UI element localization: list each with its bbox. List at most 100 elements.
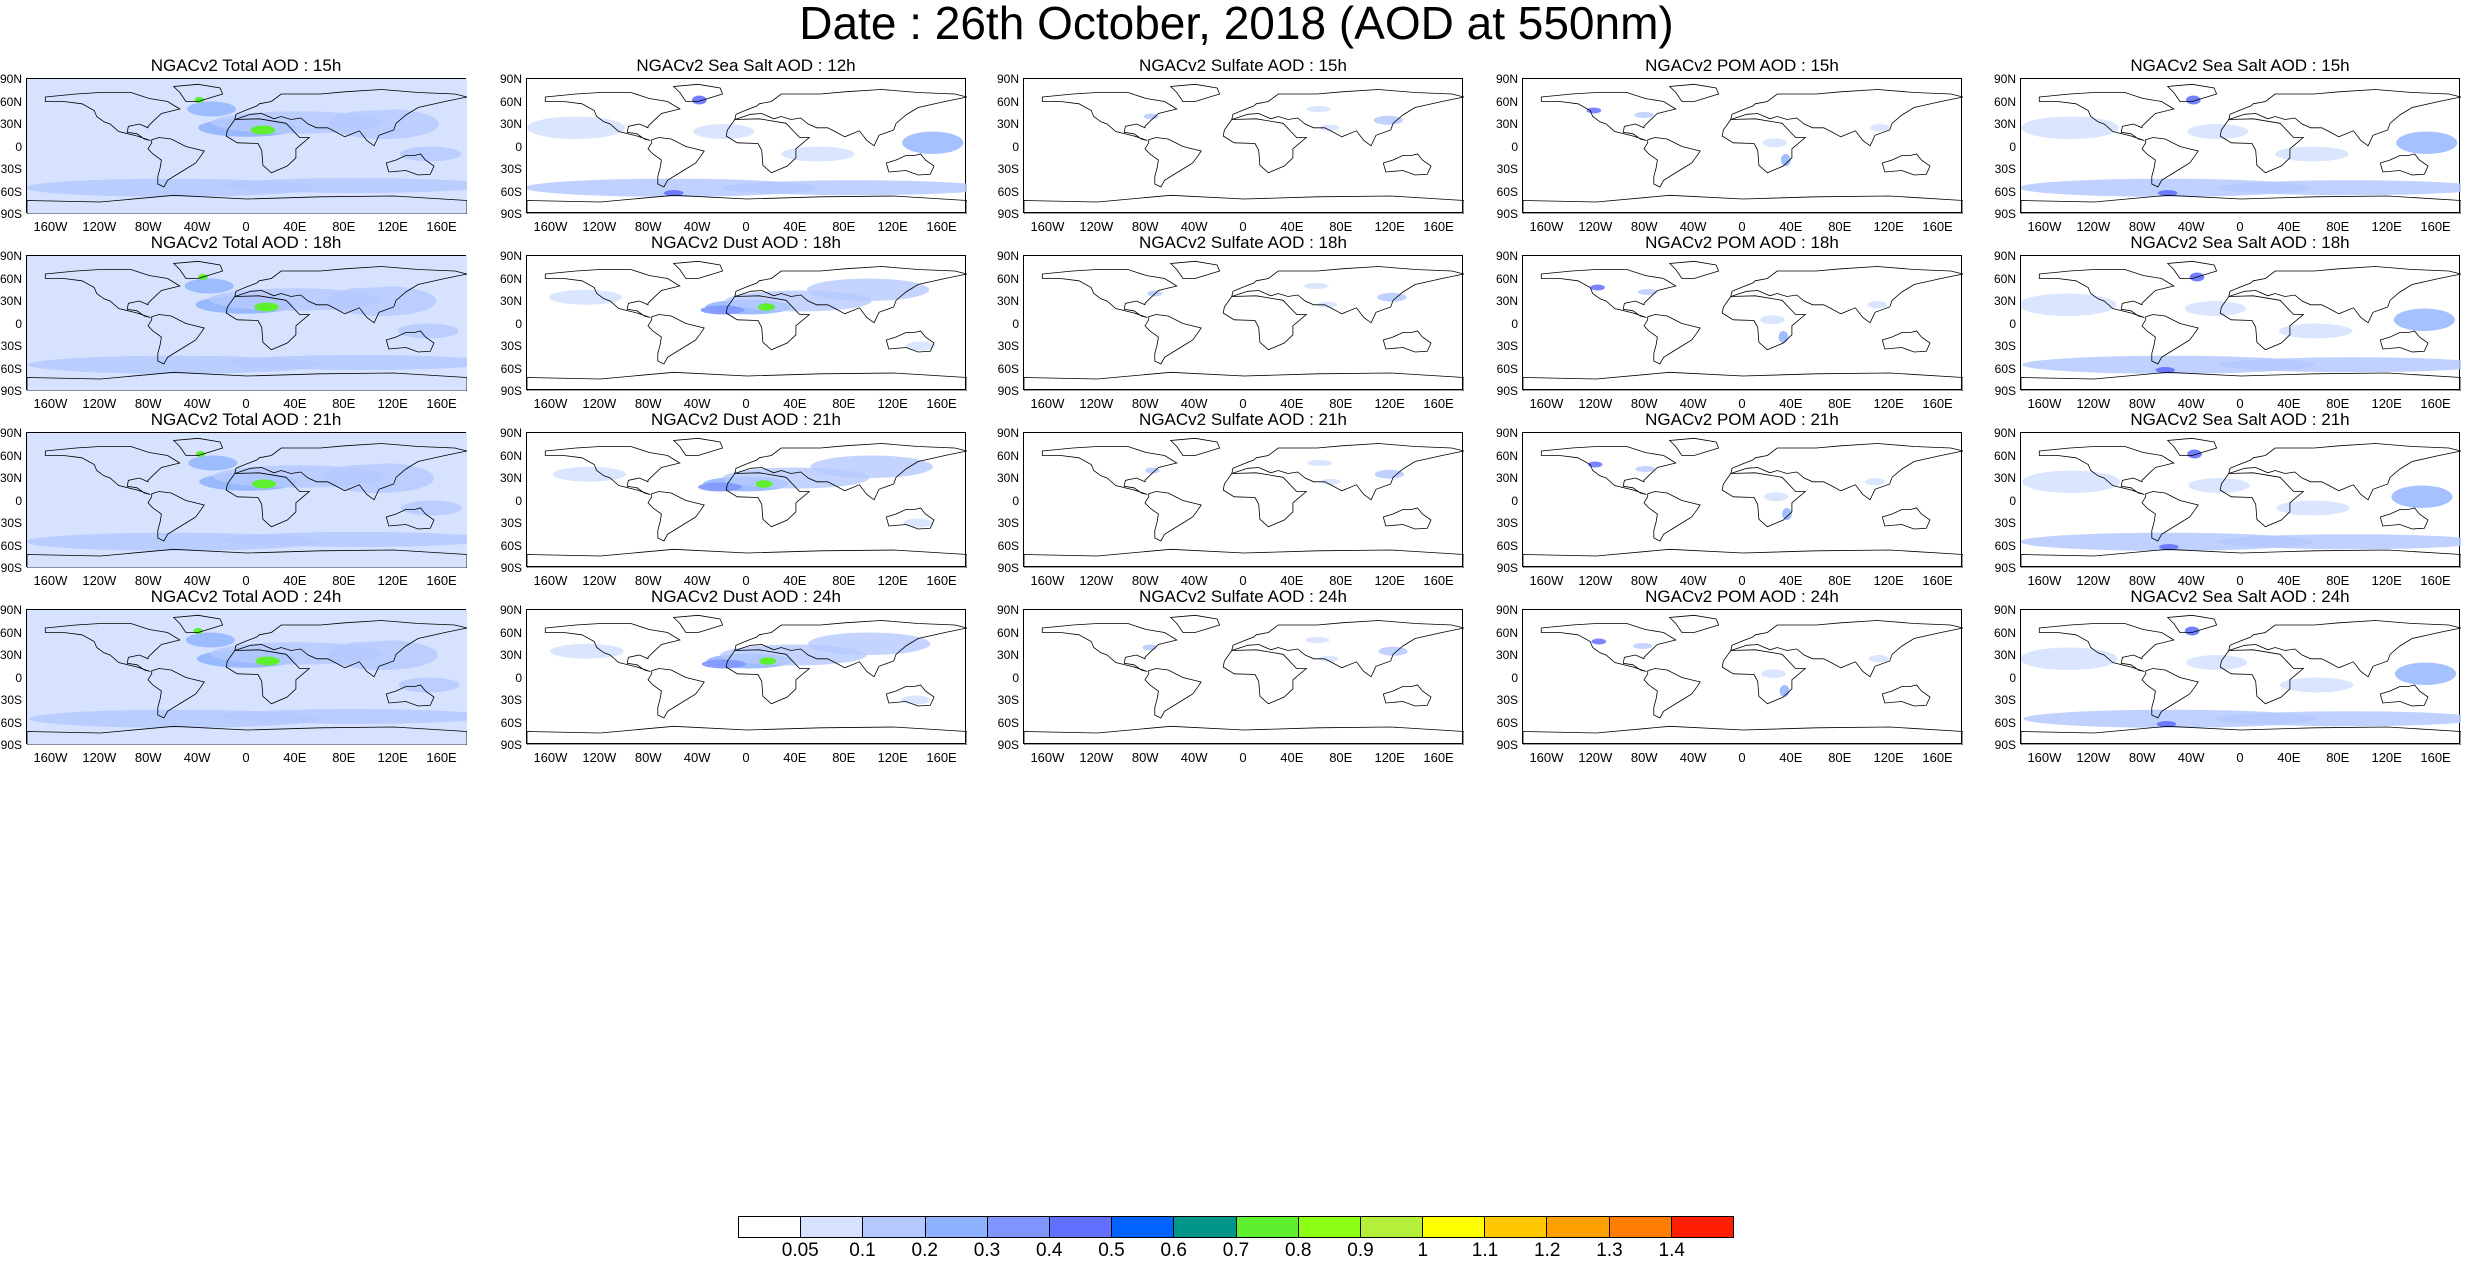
lon-tick-label: 40W xyxy=(183,750,211,765)
aod-plume xyxy=(1865,478,1885,486)
aod-plume xyxy=(759,657,777,665)
lat-tick-label: 90N xyxy=(1993,72,2016,86)
lat-tick-label: 60N xyxy=(1993,625,2016,640)
lon-tick-label: 160E xyxy=(2420,573,2451,588)
panel-title: NGACv2 Sulfate AOD : 15h xyxy=(1139,56,1347,75)
aod-plume xyxy=(1378,646,1408,656)
lon-tick-label: 80W xyxy=(634,396,662,411)
aod-map xyxy=(527,614,967,745)
coastline xyxy=(2379,330,2429,353)
panel-title: NGACv2 Dust AOD : 24h xyxy=(651,587,841,606)
lon-tick-label: 80E xyxy=(832,573,856,588)
coastline xyxy=(2379,153,2429,176)
lat-tick-label: 30S xyxy=(1496,516,1518,530)
aod-plume xyxy=(281,453,404,466)
aod-plume xyxy=(692,95,707,105)
coastline xyxy=(1231,443,1464,501)
colorbar-swatch xyxy=(739,1217,801,1237)
lon-tick-label: 40W xyxy=(1180,396,1208,411)
lat-tick-label: 60S xyxy=(0,715,22,730)
colorbar-label: 1.1 xyxy=(1471,1240,1499,1261)
lon-tick-label: 0 xyxy=(1738,396,1746,411)
aod-plume xyxy=(1868,655,1889,663)
lon-tick-label: 160E xyxy=(1423,573,1454,588)
lon-tick-label: 160E xyxy=(426,573,457,588)
aod-plume xyxy=(284,630,408,643)
coastline xyxy=(385,684,435,707)
aod-map xyxy=(1523,83,1963,214)
lon-tick-label: 40W xyxy=(2177,573,2205,588)
lon-tick-label: 80E xyxy=(1828,750,1852,765)
coastline xyxy=(1668,83,1720,102)
lon-tick-label: 0 xyxy=(742,750,750,765)
lon-tick-label: 40W xyxy=(1679,219,1707,234)
aod-map xyxy=(1024,614,1464,745)
lat-tick-label: 90N xyxy=(1495,72,1518,86)
lon-tick-label: 0 xyxy=(742,573,750,588)
lon-tick-label: 40E xyxy=(1779,750,1803,765)
coastline xyxy=(647,314,705,365)
coastline xyxy=(1643,314,1701,365)
lon-tick-label: 40W xyxy=(683,573,711,588)
aod-plume xyxy=(27,463,124,486)
lon-tick-label: 160E xyxy=(426,219,457,234)
aod-plume xyxy=(328,109,439,139)
colorbar-swatch xyxy=(1173,1217,1236,1237)
coastline xyxy=(1721,472,1807,528)
lon-tick-label: 80W xyxy=(634,573,662,588)
panel-title: NGACv2 POM AOD : 18h xyxy=(1645,233,1839,252)
lon-tick-label: 80W xyxy=(634,219,662,234)
aod-plume xyxy=(550,643,624,659)
lon-tick-label: 80W xyxy=(1630,573,1658,588)
coastline xyxy=(1041,623,1178,672)
lon-tick-label: 80W xyxy=(1131,750,1159,765)
lon-tick-label: 120E xyxy=(877,750,908,765)
lon-tick-label: 160W xyxy=(33,573,68,588)
lat-tick-label: 30N xyxy=(0,117,22,131)
lat-tick-label: 0 xyxy=(1511,139,1518,154)
aod-plume xyxy=(2275,146,2349,162)
aod-plume xyxy=(2278,323,2353,339)
lon-tick-label: 80W xyxy=(1630,750,1658,765)
lon-tick-label: 120E xyxy=(377,219,408,234)
aod-plume xyxy=(188,455,238,471)
coastline xyxy=(672,614,724,633)
aod-plume xyxy=(1590,284,1605,291)
lon-tick-label: 120W xyxy=(1079,219,1114,234)
lon-tick-label: 80W xyxy=(134,219,162,234)
lon-tick-label: 40E xyxy=(283,750,307,765)
lat-tick-label: 90N xyxy=(0,603,22,617)
aod-plume xyxy=(2187,124,2249,139)
coastline xyxy=(734,89,967,147)
colorbar-swatch xyxy=(1111,1217,1174,1237)
lat-tick-label: 30S xyxy=(1496,339,1518,353)
lon-tick-label: 40E xyxy=(283,396,307,411)
lat-tick-label: 60N xyxy=(1495,448,1518,463)
aod-plume xyxy=(2021,116,2119,139)
colorbar-swatch xyxy=(1608,1217,1671,1237)
lon-tick-label: 40E xyxy=(1280,750,1304,765)
aod-plume xyxy=(326,286,437,316)
lat-tick-label: 30S xyxy=(0,339,22,353)
lat-tick-label: 60N xyxy=(996,271,1019,286)
lat-tick-label: 90S xyxy=(997,207,1019,221)
coastline xyxy=(527,725,967,745)
lon-tick-label: 40W xyxy=(683,219,711,234)
lat-tick-label: 60S xyxy=(997,184,1019,199)
lon-tick-label: 160W xyxy=(533,219,568,234)
coastline xyxy=(544,446,681,495)
lon-tick-label: 120W xyxy=(82,750,117,765)
lon-tick-label: 80W xyxy=(2128,396,2156,411)
lon-tick-label: 120E xyxy=(2371,396,2402,411)
coastline xyxy=(385,153,435,176)
coastline xyxy=(1041,269,1178,318)
lat-tick-label: 90N xyxy=(499,249,522,263)
aod-plume xyxy=(399,146,461,162)
panel-title: NGACv2 Total AOD : 18h xyxy=(150,233,342,252)
lon-tick-label: 80W xyxy=(1630,396,1658,411)
lat-tick-label: 90S xyxy=(1496,561,1518,575)
coastline xyxy=(2021,194,2461,214)
aod-map xyxy=(527,437,967,568)
coastline xyxy=(734,266,967,324)
lat-tick-label: 90N xyxy=(0,72,22,86)
